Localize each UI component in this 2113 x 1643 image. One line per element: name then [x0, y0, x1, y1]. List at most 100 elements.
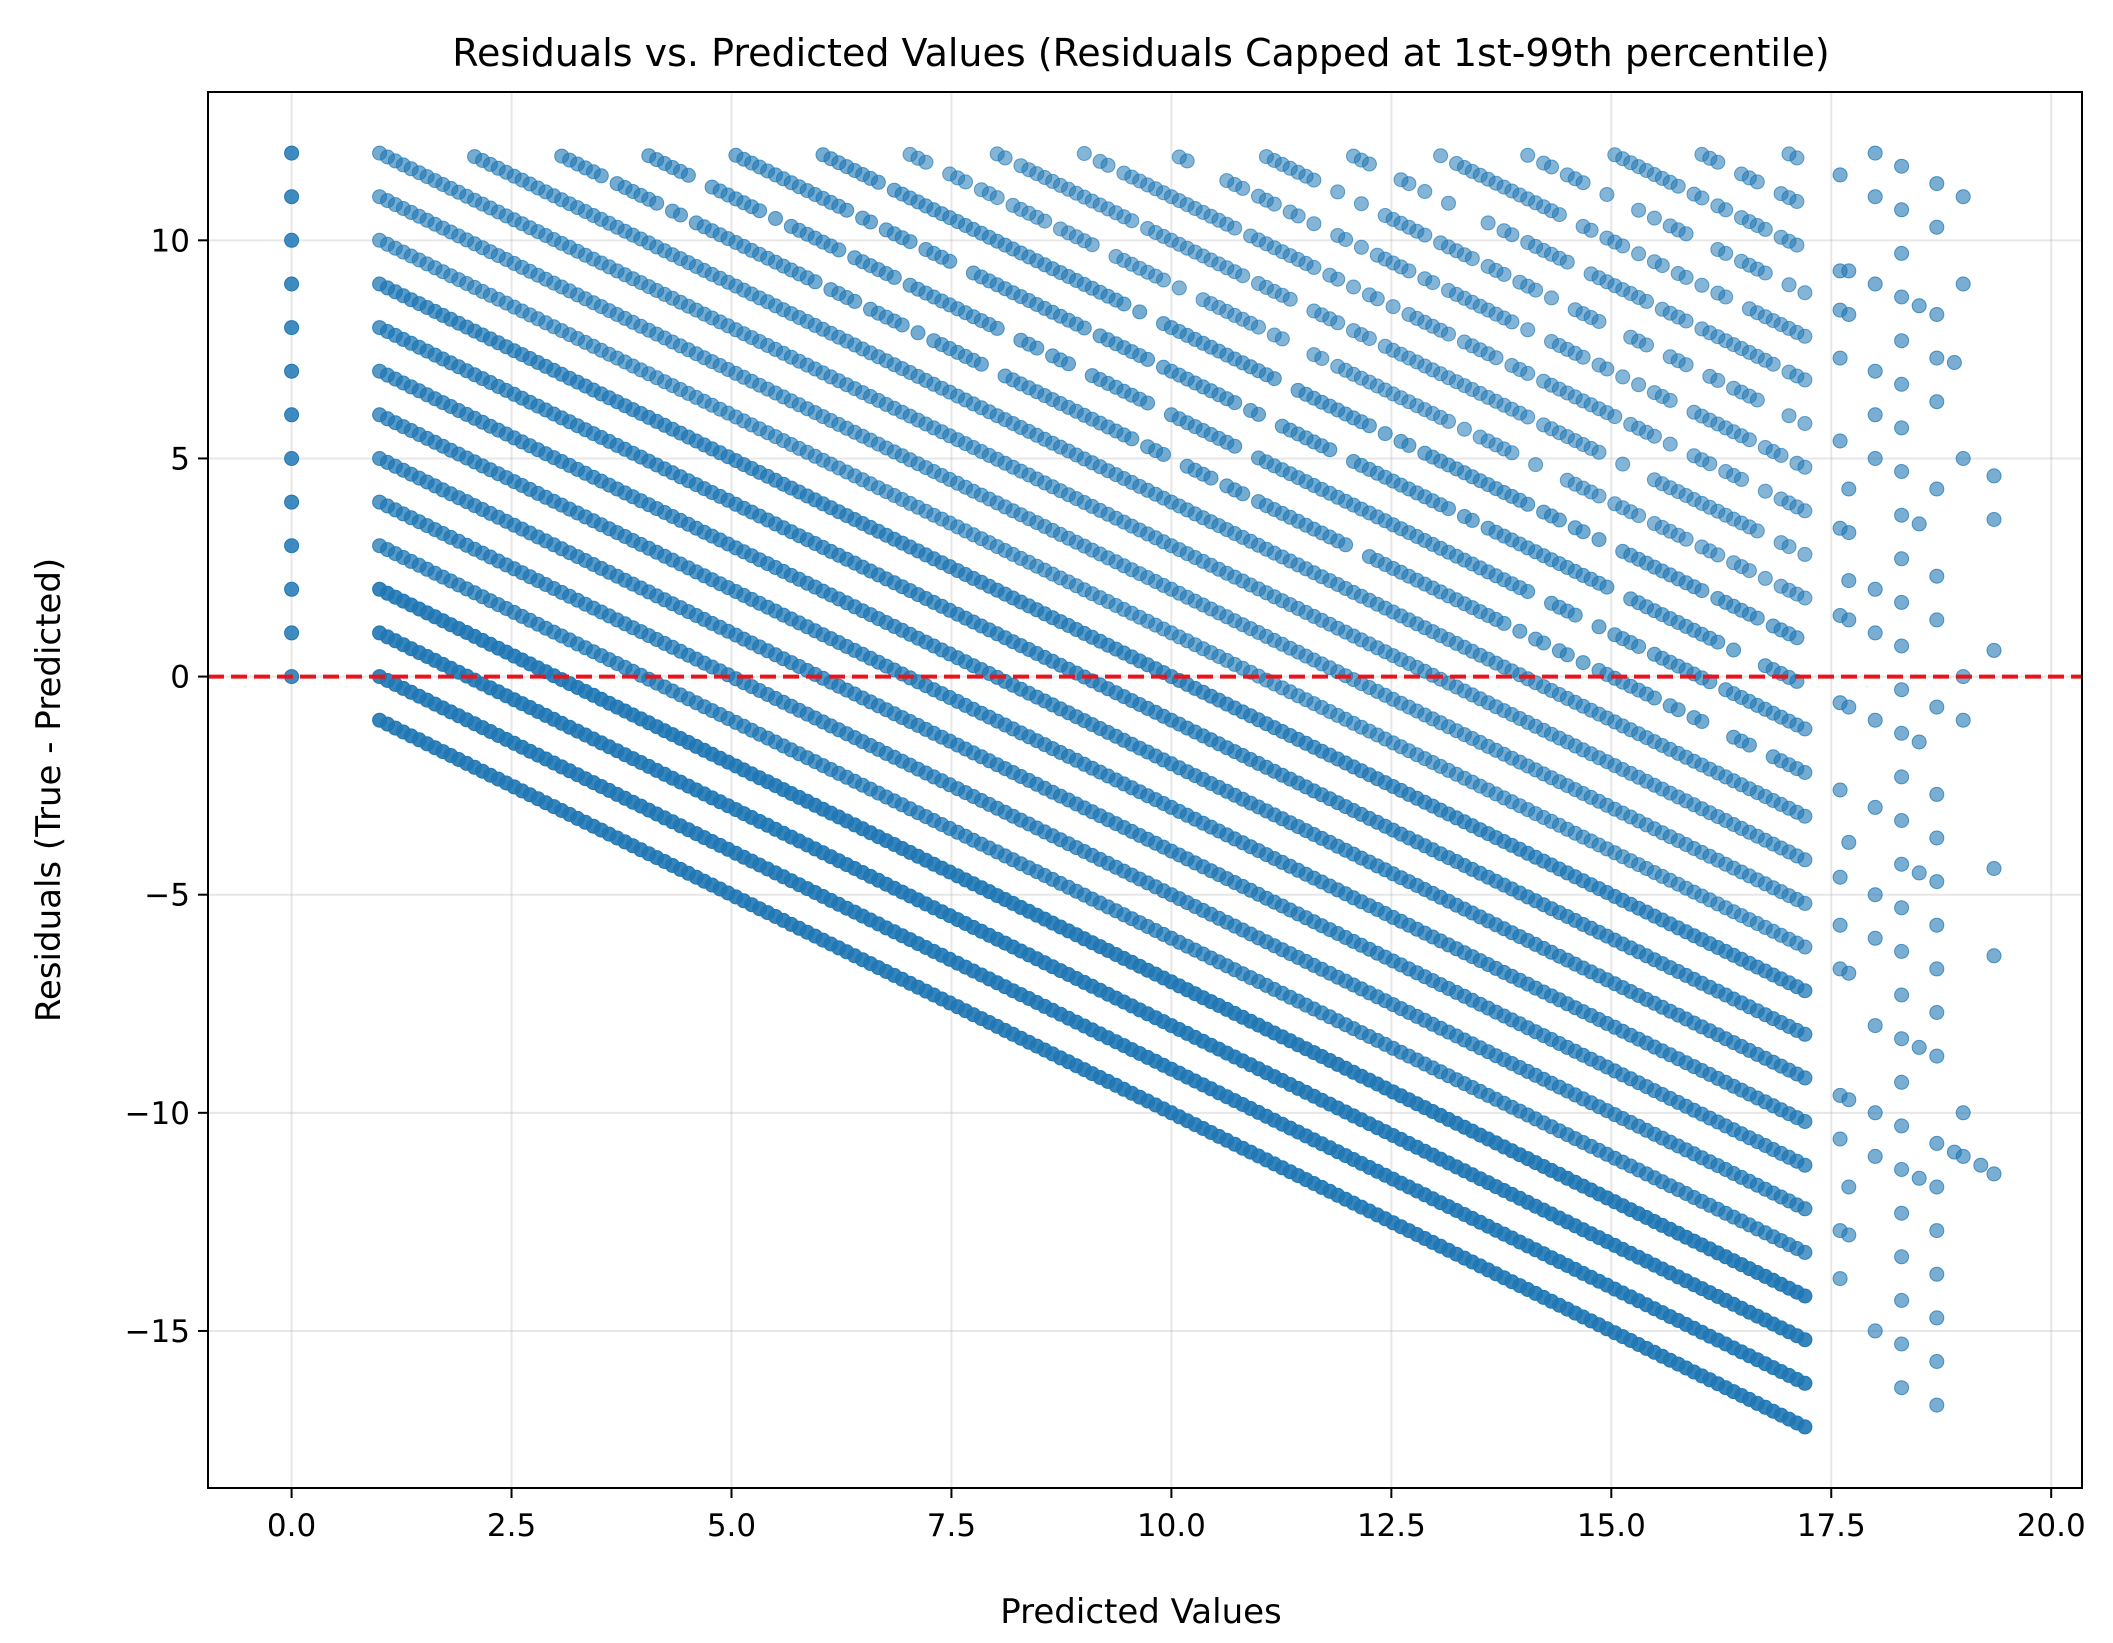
data-point [1575, 655, 1591, 671]
data-point [1520, 365, 1536, 381]
data-point [1765, 356, 1781, 372]
data-point [1591, 488, 1607, 504]
data-point [1369, 291, 1385, 307]
data-point [1678, 226, 1694, 242]
data-point-sparse [1867, 1018, 1883, 1034]
data-point-sparse [1929, 1266, 1945, 1282]
data-point [1797, 503, 1813, 519]
data-point [1662, 392, 1678, 408]
data-point [1797, 808, 1813, 824]
data-band-true-1 [372, 669, 1813, 1391]
data-point [1504, 445, 1520, 461]
data-point [1156, 447, 1171, 462]
data-point [1797, 1332, 1813, 1348]
data-point [1441, 413, 1456, 429]
data-point-column-zero [284, 363, 300, 379]
data-point [649, 195, 665, 211]
data-point-sparse [1955, 276, 1971, 292]
data-point [1266, 196, 1282, 212]
data-point [1797, 721, 1813, 737]
data-point [1330, 184, 1346, 200]
data-band-true-4 [372, 538, 1813, 1260]
data-point [1544, 159, 1559, 175]
data-point-sparse [1894, 1031, 1910, 1047]
data-point [1512, 623, 1528, 639]
data-point [1757, 265, 1773, 281]
data-band-true-3 [372, 581, 1813, 1304]
data-point [1710, 372, 1726, 388]
data-point [1314, 351, 1330, 366]
data-point-sparse [1867, 799, 1883, 815]
data-point-column-zero [284, 538, 300, 554]
data-point-sparse [1832, 917, 1848, 933]
data-point-sparse [1929, 350, 1945, 366]
data-point [1757, 570, 1773, 586]
data-point [1781, 408, 1797, 424]
data-point [1227, 438, 1243, 454]
data-point [1789, 237, 1805, 253]
data-point-sparse [1894, 1118, 1910, 1134]
data-point [1417, 184, 1433, 199]
data-point [1662, 436, 1678, 452]
data-point [1441, 195, 1456, 211]
data-point-sparse [1929, 219, 1945, 235]
data-point-sparse [1894, 813, 1910, 828]
x-tick-label: 15.0 [1577, 1508, 1646, 1544]
data-point [1646, 690, 1662, 706]
data-point [1520, 322, 1536, 338]
data-point [1551, 207, 1567, 223]
data-point [1496, 266, 1512, 282]
data-point [1338, 232, 1354, 247]
data-point [1361, 418, 1377, 434]
data-point [1401, 263, 1417, 279]
data-point-sparse [1929, 307, 1945, 322]
data-points [284, 145, 2002, 1435]
data-point-sparse [1894, 987, 1910, 1003]
data-point-column-zero [284, 145, 300, 161]
data-point [997, 150, 1013, 166]
data-point [989, 320, 1005, 336]
data-point [1504, 227, 1520, 243]
data-point-sparse [1867, 887, 1883, 903]
data-point-sparse [1894, 1292, 1910, 1308]
data-point-sparse [1894, 1074, 1910, 1090]
data-point-sparse [1929, 481, 1945, 497]
data-point [1417, 227, 1433, 243]
data-point [1797, 459, 1813, 475]
data-point [1401, 176, 1417, 192]
data-point-sparse [1929, 1005, 1945, 1020]
x-axis-title: Predicted Values [1000, 1592, 1282, 1632]
data-point [1749, 392, 1765, 408]
data-point [1037, 213, 1053, 229]
data-point [1591, 444, 1607, 460]
data-point [1171, 280, 1187, 296]
data-point [1227, 395, 1243, 411]
data-point [942, 253, 958, 269]
data-point-sparse [1894, 551, 1910, 567]
data-point-sparse [1867, 363, 1883, 379]
data-point [1599, 187, 1615, 202]
y-axis-title: Residuals (True - Predicted) [29, 558, 69, 1022]
data-point [1441, 501, 1456, 517]
data-point-sparse [1929, 1048, 1945, 1064]
data-point [1203, 470, 1219, 486]
data-point [1551, 512, 1567, 528]
x-tick-label: 10.0 [1137, 1508, 1206, 1544]
data-point-sparse [1867, 625, 1883, 641]
data-point [1591, 619, 1607, 635]
y-tick-label: −15 [125, 1314, 190, 1350]
data-point [1797, 372, 1813, 388]
data-point [1670, 702, 1686, 718]
data-point-sparse [1986, 948, 2002, 964]
data-point [1583, 222, 1599, 238]
data-point [1631, 508, 1647, 524]
data-point [1330, 271, 1346, 287]
data-point [1678, 313, 1694, 329]
data-point [1575, 349, 1591, 365]
data-point [1124, 431, 1140, 447]
data-point-sparse [1832, 1271, 1848, 1287]
x-tick-label: 2.5 [487, 1508, 536, 1544]
data-point-sparse [1894, 1205, 1910, 1221]
data-point [1330, 315, 1346, 331]
